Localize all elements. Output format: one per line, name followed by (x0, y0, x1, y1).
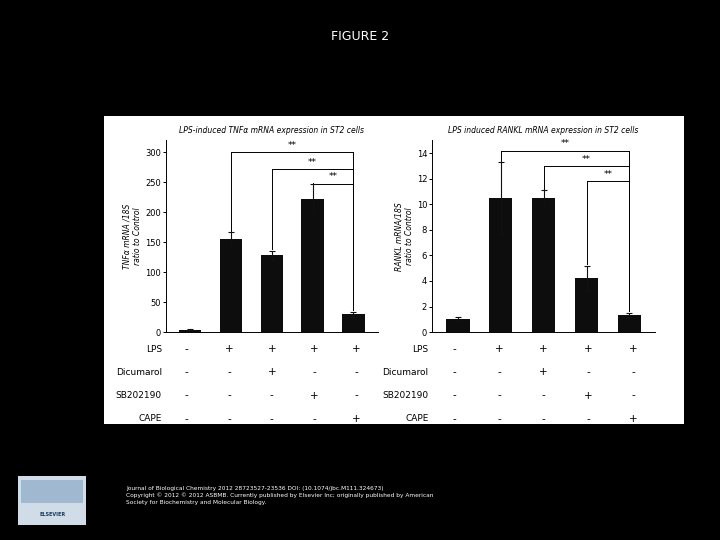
Text: LPS: LPS (413, 345, 428, 354)
Text: ELSEVIER: ELSEVIER (39, 512, 66, 517)
Text: **: ** (561, 139, 570, 148)
Text: **: ** (308, 158, 317, 167)
Y-axis label: TNFα mRNA /18S
ratio to Control: TNFα mRNA /18S ratio to Control (122, 204, 142, 269)
Text: -: - (452, 390, 456, 401)
Text: +: + (225, 344, 233, 354)
Text: -: - (541, 390, 546, 401)
Text: Dicumarol: Dicumarol (382, 368, 428, 377)
Text: -: - (185, 390, 189, 401)
Text: -: - (270, 390, 274, 401)
Text: **: ** (603, 170, 613, 179)
Title: LPS-induced TNFα mRNA expression in ST2 cells: LPS-induced TNFα mRNA expression in ST2 … (179, 126, 364, 136)
Text: -: - (586, 414, 590, 424)
Text: -: - (631, 390, 635, 401)
Text: -: - (452, 367, 456, 377)
FancyBboxPatch shape (22, 480, 83, 503)
Text: +: + (268, 367, 276, 377)
Text: -: - (631, 367, 635, 377)
Text: +: + (268, 344, 276, 354)
Text: -: - (185, 344, 189, 354)
Text: -: - (452, 414, 456, 424)
Text: +: + (584, 390, 593, 401)
Bar (220, 239, 242, 332)
Bar (575, 279, 598, 332)
Text: SB202190: SB202190 (116, 391, 162, 400)
Y-axis label: RANKL mRNA/18S
ratio to Control: RANKL mRNA/18S ratio to Control (395, 202, 414, 271)
Text: +: + (310, 390, 318, 401)
Text: **: ** (328, 172, 338, 181)
Text: **: ** (582, 154, 591, 164)
Bar (261, 255, 283, 332)
Bar (618, 315, 642, 332)
Bar (446, 319, 469, 332)
Text: Journal of Biological Chemistry 2012 28723527-23536 DOI: (10.1074/jbc.M111.32467: Journal of Biological Chemistry 2012 287… (126, 486, 433, 505)
Text: +: + (539, 344, 548, 354)
Text: -: - (452, 344, 456, 354)
Bar (489, 198, 513, 332)
Text: FIGURE 2: FIGURE 2 (331, 30, 389, 43)
Text: -: - (312, 367, 316, 377)
Text: -: - (228, 390, 231, 401)
Text: SB202190: SB202190 (382, 391, 428, 400)
Text: -: - (497, 390, 501, 401)
Text: +: + (539, 367, 548, 377)
Text: +: + (629, 344, 637, 354)
Text: +: + (310, 344, 318, 354)
Text: -: - (541, 414, 546, 424)
Text: -: - (185, 367, 189, 377)
Bar (342, 314, 365, 332)
Bar (179, 330, 202, 332)
Text: -: - (497, 367, 501, 377)
Text: -: - (497, 414, 501, 424)
Text: **: ** (288, 141, 297, 150)
Text: CAPE: CAPE (405, 414, 428, 423)
Text: +: + (353, 344, 361, 354)
Title: LPS induced RANKL mRNA expression in ST2 cells: LPS induced RANKL mRNA expression in ST2… (449, 126, 639, 136)
Text: +: + (629, 414, 637, 424)
Bar (302, 199, 324, 332)
Text: LPS: LPS (146, 345, 162, 354)
Text: CAPE: CAPE (139, 414, 162, 423)
Text: -: - (355, 367, 359, 377)
Text: -: - (586, 367, 590, 377)
Bar (532, 198, 555, 332)
Text: -: - (312, 414, 316, 424)
Text: -: - (270, 414, 274, 424)
Text: -: - (355, 390, 359, 401)
Text: +: + (495, 344, 503, 354)
Text: -: - (228, 414, 231, 424)
Text: +: + (353, 414, 361, 424)
Text: Dicumarol: Dicumarol (116, 368, 162, 377)
Text: -: - (228, 367, 231, 377)
Text: +: + (584, 344, 593, 354)
Text: -: - (185, 414, 189, 424)
